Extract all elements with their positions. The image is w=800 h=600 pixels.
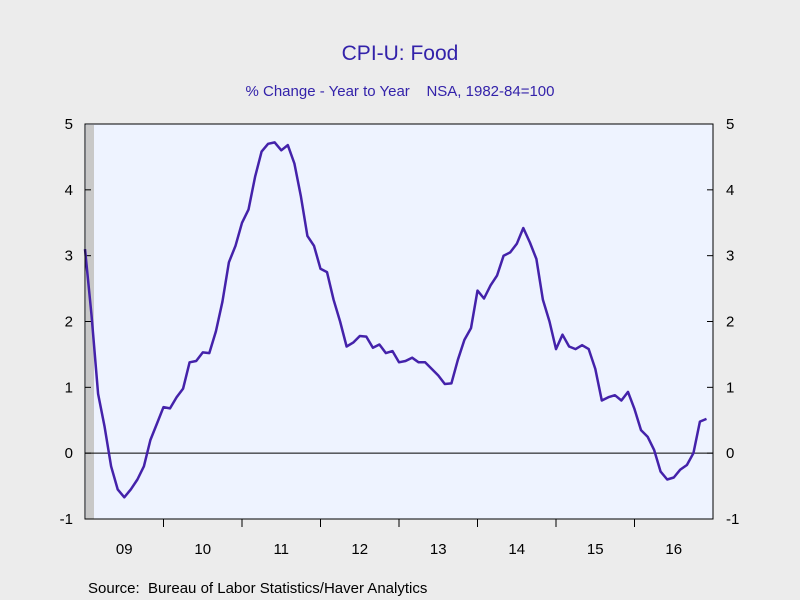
- y-tick-label-right: 5: [726, 116, 734, 133]
- y-tick-label-right: 3: [726, 248, 734, 265]
- x-tick-label: 09: [116, 541, 133, 558]
- chart-title: CPI-U: Food: [342, 42, 459, 65]
- plot-frame: [84, 123, 714, 520]
- y-tick-label-right: 1: [726, 379, 734, 396]
- y-tick-label-left: 4: [65, 182, 73, 199]
- y-tick-label-left: 2: [65, 314, 73, 331]
- y-tick-label-right: 4: [726, 182, 734, 199]
- y-axis: 5 5 4 4 3 3 2 2 1 1 0 0 -1 -1: [60, 116, 740, 528]
- y-tick-label-left: 5: [65, 116, 73, 133]
- x-tick-label: 12: [351, 541, 368, 558]
- series-layer: [83, 141, 707, 499]
- x-tick-label: 13: [430, 541, 447, 558]
- y-tick-label-left: 1: [65, 379, 73, 396]
- chart-source: Source: Bureau of Labor Statistics/Haver…: [88, 580, 427, 597]
- y-tick-label-left: 0: [65, 445, 73, 462]
- y-tick-label-right: 2: [726, 314, 734, 331]
- x-tick-label: 16: [665, 541, 682, 558]
- x-axis: 09 10 11 12 13 14 15 16: [116, 519, 682, 558]
- y-tick-label-left: -1: [60, 511, 73, 528]
- series-line: [83, 141, 707, 499]
- y-tick-label-right: 0: [726, 445, 734, 462]
- x-tick-label: 14: [508, 541, 525, 558]
- chart-subtitle: % Change - Year to Year NSA, 1982-84=100: [246, 83, 555, 100]
- x-tick-label: 11: [273, 541, 289, 558]
- plot-area: [84, 123, 714, 520]
- x-tick-label: 10: [194, 541, 211, 558]
- x-tick-label: 15: [587, 541, 604, 558]
- y-tick-label-left: 3: [65, 248, 73, 265]
- y-tick-label-right: -1: [726, 511, 739, 528]
